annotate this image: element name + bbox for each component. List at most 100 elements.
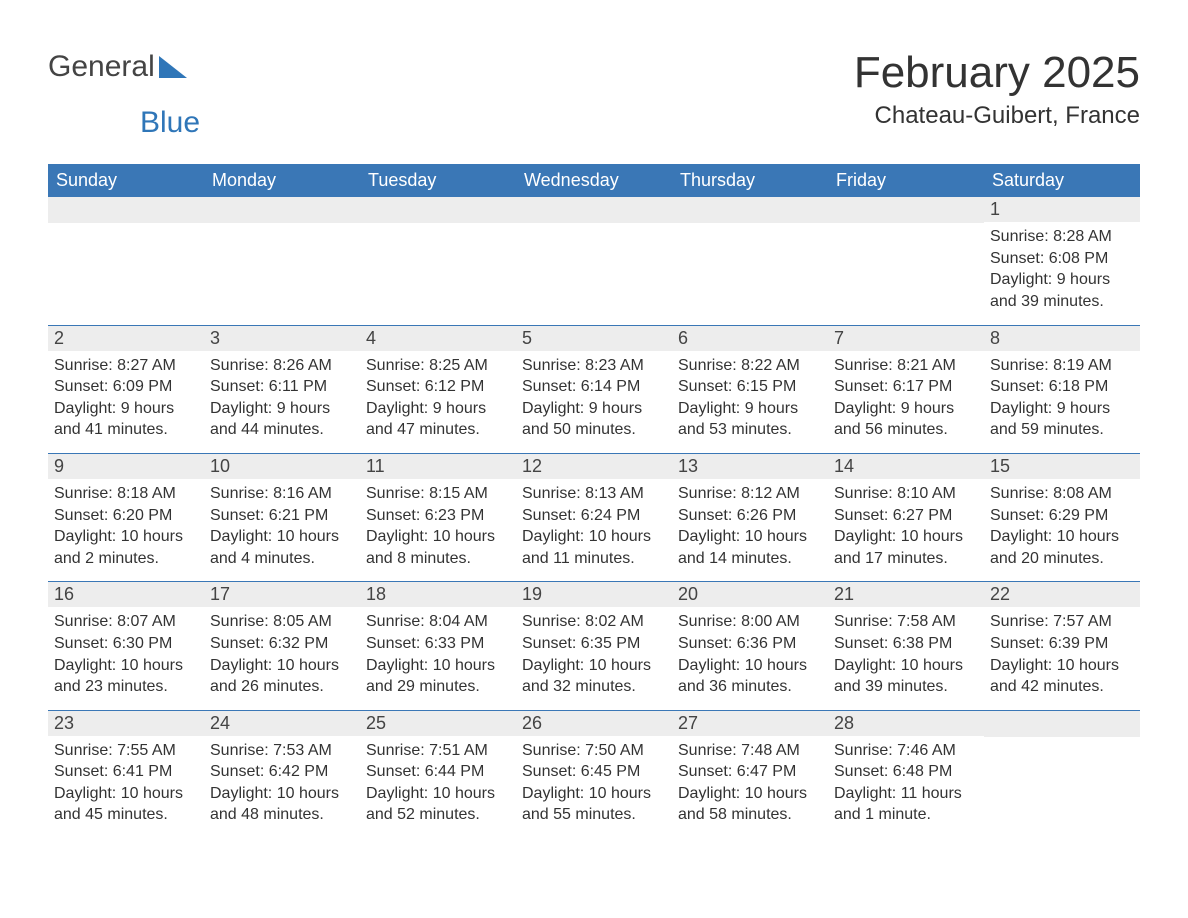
day-cell: 12Sunrise: 8:13 AMSunset: 6:24 PMDayligh… bbox=[516, 454, 672, 581]
weekday-label: Monday bbox=[204, 164, 360, 197]
date-number: 21 bbox=[828, 582, 984, 607]
logo: General bbox=[48, 50, 189, 84]
day-cell bbox=[204, 197, 360, 324]
day-details: Sunrise: 7:57 AMSunset: 6:39 PMDaylight:… bbox=[984, 607, 1140, 709]
day-details: Sunrise: 7:55 AMSunset: 6:41 PMDaylight:… bbox=[48, 736, 204, 838]
weekday-header: SundayMondayTuesdayWednesdayThursdayFrid… bbox=[48, 164, 1140, 197]
day-cell: 19Sunrise: 8:02 AMSunset: 6:35 PMDayligh… bbox=[516, 582, 672, 709]
date-number: 7 bbox=[828, 326, 984, 351]
day-cell: 24Sunrise: 7:53 AMSunset: 6:42 PMDayligh… bbox=[204, 711, 360, 838]
day-details: Sunrise: 8:19 AMSunset: 6:18 PMDaylight:… bbox=[984, 351, 1140, 453]
day-cell: 26Sunrise: 7:50 AMSunset: 6:45 PMDayligh… bbox=[516, 711, 672, 838]
day-cell: 16Sunrise: 8:07 AMSunset: 6:30 PMDayligh… bbox=[48, 582, 204, 709]
day-details: Sunrise: 7:46 AMSunset: 6:48 PMDaylight:… bbox=[828, 736, 984, 838]
location: Chateau-Guibert, France bbox=[854, 102, 1140, 130]
day-details: Sunrise: 7:50 AMSunset: 6:45 PMDaylight:… bbox=[516, 736, 672, 838]
date-number bbox=[828, 197, 984, 223]
date-number bbox=[204, 197, 360, 223]
day-cell: 23Sunrise: 7:55 AMSunset: 6:41 PMDayligh… bbox=[48, 711, 204, 838]
day-cell: 4Sunrise: 8:25 AMSunset: 6:12 PMDaylight… bbox=[360, 326, 516, 453]
date-number bbox=[984, 711, 1140, 737]
logo-text-general: General bbox=[48, 50, 155, 84]
date-number: 22 bbox=[984, 582, 1140, 607]
date-number bbox=[672, 197, 828, 223]
day-cell: 5Sunrise: 8:23 AMSunset: 6:14 PMDaylight… bbox=[516, 326, 672, 453]
day-cell bbox=[48, 197, 204, 324]
logo-triangle-icon bbox=[159, 56, 187, 78]
date-number: 20 bbox=[672, 582, 828, 607]
date-number: 12 bbox=[516, 454, 672, 479]
weekday-label: Sunday bbox=[48, 164, 204, 197]
weekday-label: Thursday bbox=[672, 164, 828, 197]
day-cell: 18Sunrise: 8:04 AMSunset: 6:33 PMDayligh… bbox=[360, 582, 516, 709]
week-row: 9Sunrise: 8:18 AMSunset: 6:20 PMDaylight… bbox=[48, 453, 1140, 581]
date-number: 28 bbox=[828, 711, 984, 736]
day-details: Sunrise: 8:10 AMSunset: 6:27 PMDaylight:… bbox=[828, 479, 984, 581]
day-cell bbox=[672, 197, 828, 324]
weekday-label: Wednesday bbox=[516, 164, 672, 197]
date-number bbox=[48, 197, 204, 223]
day-details: Sunrise: 8:04 AMSunset: 6:33 PMDaylight:… bbox=[360, 607, 516, 709]
date-number: 11 bbox=[360, 454, 516, 479]
date-number: 4 bbox=[360, 326, 516, 351]
day-details: Sunrise: 7:58 AMSunset: 6:38 PMDaylight:… bbox=[828, 607, 984, 709]
day-cell: 13Sunrise: 8:12 AMSunset: 6:26 PMDayligh… bbox=[672, 454, 828, 581]
day-cell: 10Sunrise: 8:16 AMSunset: 6:21 PMDayligh… bbox=[204, 454, 360, 581]
day-cell: 7Sunrise: 8:21 AMSunset: 6:17 PMDaylight… bbox=[828, 326, 984, 453]
day-cell bbox=[828, 197, 984, 324]
date-number: 24 bbox=[204, 711, 360, 736]
day-cell: 1Sunrise: 8:28 AMSunset: 6:08 PMDaylight… bbox=[984, 197, 1140, 324]
date-number: 2 bbox=[48, 326, 204, 351]
date-number: 17 bbox=[204, 582, 360, 607]
day-details: Sunrise: 8:18 AMSunset: 6:20 PMDaylight:… bbox=[48, 479, 204, 581]
day-details: Sunrise: 8:08 AMSunset: 6:29 PMDaylight:… bbox=[984, 479, 1140, 581]
day-cell: 25Sunrise: 7:51 AMSunset: 6:44 PMDayligh… bbox=[360, 711, 516, 838]
day-details: Sunrise: 8:05 AMSunset: 6:32 PMDaylight:… bbox=[204, 607, 360, 709]
date-number: 27 bbox=[672, 711, 828, 736]
day-details: Sunrise: 8:12 AMSunset: 6:26 PMDaylight:… bbox=[672, 479, 828, 581]
week-row: 16Sunrise: 8:07 AMSunset: 6:30 PMDayligh… bbox=[48, 581, 1140, 709]
week-row: 2Sunrise: 8:27 AMSunset: 6:09 PMDaylight… bbox=[48, 325, 1140, 453]
day-cell: 9Sunrise: 8:18 AMSunset: 6:20 PMDaylight… bbox=[48, 454, 204, 581]
date-number: 19 bbox=[516, 582, 672, 607]
page: General February 2025 Chateau-Guibert, F… bbox=[0, 0, 1188, 878]
weekday-label: Friday bbox=[828, 164, 984, 197]
date-number: 15 bbox=[984, 454, 1140, 479]
day-cell bbox=[516, 197, 672, 324]
day-details: Sunrise: 8:13 AMSunset: 6:24 PMDaylight:… bbox=[516, 479, 672, 581]
date-number: 13 bbox=[672, 454, 828, 479]
week-row: 23Sunrise: 7:55 AMSunset: 6:41 PMDayligh… bbox=[48, 710, 1140, 838]
day-cell: 28Sunrise: 7:46 AMSunset: 6:48 PMDayligh… bbox=[828, 711, 984, 838]
day-details: Sunrise: 7:51 AMSunset: 6:44 PMDaylight:… bbox=[360, 736, 516, 838]
day-cell: 6Sunrise: 8:22 AMSunset: 6:15 PMDaylight… bbox=[672, 326, 828, 453]
day-cell: 15Sunrise: 8:08 AMSunset: 6:29 PMDayligh… bbox=[984, 454, 1140, 581]
date-number: 10 bbox=[204, 454, 360, 479]
date-number: 23 bbox=[48, 711, 204, 736]
date-number: 26 bbox=[516, 711, 672, 736]
weekday-label: Saturday bbox=[984, 164, 1140, 197]
day-details: Sunrise: 7:48 AMSunset: 6:47 PMDaylight:… bbox=[672, 736, 828, 838]
week-row: 1Sunrise: 8:28 AMSunset: 6:08 PMDaylight… bbox=[48, 197, 1140, 324]
day-details: Sunrise: 8:15 AMSunset: 6:23 PMDaylight:… bbox=[360, 479, 516, 581]
date-number: 1 bbox=[984, 197, 1140, 222]
day-cell: 22Sunrise: 7:57 AMSunset: 6:39 PMDayligh… bbox=[984, 582, 1140, 709]
day-details: Sunrise: 8:28 AMSunset: 6:08 PMDaylight:… bbox=[984, 222, 1140, 324]
date-number bbox=[360, 197, 516, 223]
calendar: SundayMondayTuesdayWednesdayThursdayFrid… bbox=[48, 164, 1140, 838]
date-number: 6 bbox=[672, 326, 828, 351]
day-cell: 17Sunrise: 8:05 AMSunset: 6:32 PMDayligh… bbox=[204, 582, 360, 709]
day-cell: 14Sunrise: 8:10 AMSunset: 6:27 PMDayligh… bbox=[828, 454, 984, 581]
day-details: Sunrise: 8:25 AMSunset: 6:12 PMDaylight:… bbox=[360, 351, 516, 453]
day-details: Sunrise: 8:00 AMSunset: 6:36 PMDaylight:… bbox=[672, 607, 828, 709]
day-cell: 21Sunrise: 7:58 AMSunset: 6:38 PMDayligh… bbox=[828, 582, 984, 709]
day-cell bbox=[984, 711, 1140, 838]
day-details: Sunrise: 8:23 AMSunset: 6:14 PMDaylight:… bbox=[516, 351, 672, 453]
day-details: Sunrise: 8:26 AMSunset: 6:11 PMDaylight:… bbox=[204, 351, 360, 453]
day-cell: 3Sunrise: 8:26 AMSunset: 6:11 PMDaylight… bbox=[204, 326, 360, 453]
date-number bbox=[516, 197, 672, 223]
date-number: 8 bbox=[984, 326, 1140, 351]
date-number: 18 bbox=[360, 582, 516, 607]
day-details: Sunrise: 8:27 AMSunset: 6:09 PMDaylight:… bbox=[48, 351, 204, 453]
day-details: Sunrise: 8:21 AMSunset: 6:17 PMDaylight:… bbox=[828, 351, 984, 453]
day-details: Sunrise: 8:07 AMSunset: 6:30 PMDaylight:… bbox=[48, 607, 204, 709]
